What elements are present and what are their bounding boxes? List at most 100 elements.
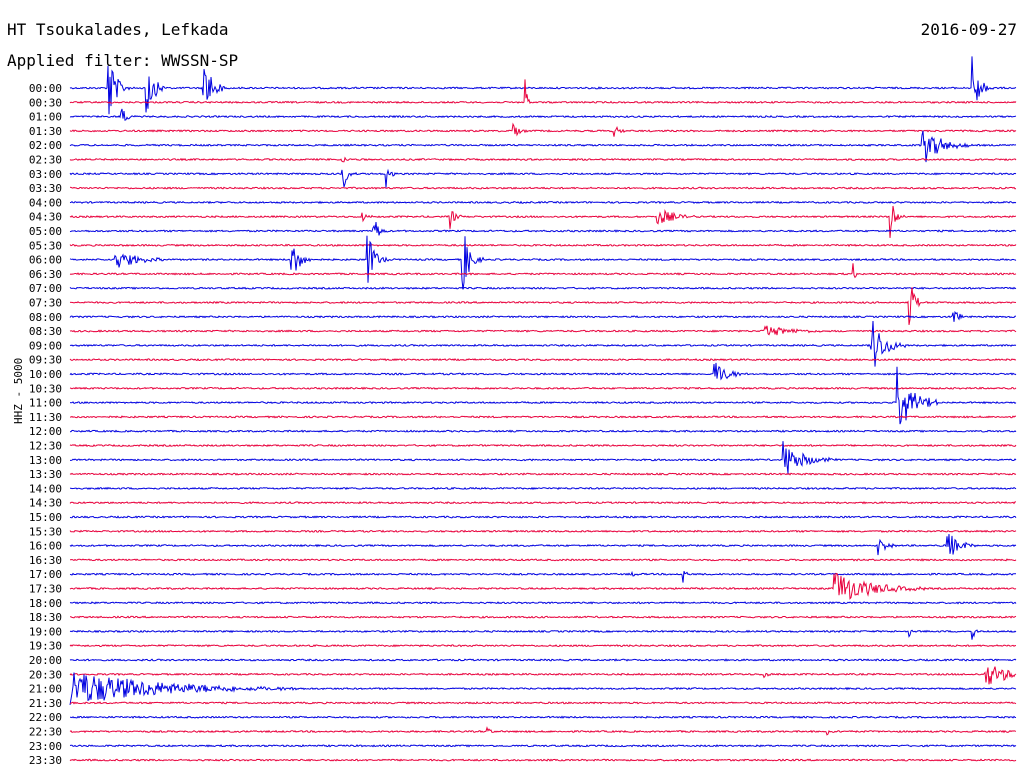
row-time-label: 10:30: [29, 382, 62, 395]
row-time-label: 07:00: [29, 282, 62, 295]
trace-1230: [69, 443, 1017, 448]
row-time-label: 16:00: [29, 540, 62, 553]
trace-1530: [69, 529, 1017, 533]
trace-2030: [69, 666, 1017, 685]
trace-0530: [69, 243, 1017, 247]
trace-1000: [69, 362, 1017, 381]
trace-0800: [69, 310, 1017, 322]
row-time-label: 23:00: [29, 740, 62, 753]
station-title: HT Tsoukalades, Lefkada: [7, 20, 229, 39]
row-time-label: 02:30: [29, 154, 62, 167]
row-time-label: 02:00: [29, 139, 62, 152]
trace-1400: [69, 486, 1017, 491]
trace-0730: [69, 287, 1017, 325]
trace-2300: [69, 744, 1017, 748]
row-time-label: 11:00: [29, 397, 62, 410]
trace-2330: [69, 758, 1017, 762]
row-time-label: 12:00: [29, 425, 62, 438]
row-time-label: 20:30: [29, 668, 62, 681]
row-time-label: 09:30: [29, 354, 62, 367]
row-time-label: 03:30: [29, 182, 62, 195]
trace-1500: [69, 515, 1017, 519]
row-time-label: 12:30: [29, 440, 62, 453]
row-time-label: 15:00: [29, 511, 62, 524]
trace-0000: [69, 56, 1017, 115]
trace-1630: [70, 558, 1017, 562]
trace-2100: [69, 672, 1017, 705]
trace-1930: [69, 643, 1016, 648]
trace-1200: [69, 429, 1017, 433]
row-time-label: 23:30: [29, 754, 62, 767]
row-time-label: 21:00: [29, 683, 62, 696]
trace-0900: [69, 320, 1017, 367]
row-time-label: 14:00: [29, 482, 62, 495]
trace-0930: [69, 358, 1017, 362]
row-time-label: 22:30: [29, 726, 62, 739]
trace-1830: [70, 615, 1017, 619]
trace-0030: [69, 79, 1017, 105]
trace-2200: [70, 715, 1017, 719]
row-time-label: 10:00: [29, 368, 62, 381]
trace-0500: [69, 221, 1017, 236]
trace-0630: [69, 263, 1017, 279]
row-time-label: 01:00: [29, 111, 62, 124]
trace-0230: [69, 156, 1017, 163]
row-time-label: 17:00: [29, 568, 62, 581]
trace-0130: [69, 122, 1017, 137]
trace-0430: [69, 205, 1017, 238]
row-time-label: 19:30: [29, 640, 62, 653]
row-time-label: 22:00: [29, 711, 62, 724]
row-time-label: 08:00: [29, 311, 62, 324]
trace-0600: [69, 235, 1017, 290]
row-time-label: 20:00: [29, 654, 62, 667]
row-time-label: 21:30: [29, 697, 62, 710]
trace-1100: [69, 366, 1017, 425]
trace-0200: [69, 130, 1017, 163]
trace-1700: [69, 570, 1016, 583]
trace-0400: [69, 200, 1017, 205]
row-time-label: 03:00: [29, 168, 62, 181]
filter-label: Applied filter: WWSSN-SP: [7, 51, 239, 70]
row-time-label: 01:30: [29, 125, 62, 138]
trace-0700: [69, 286, 1017, 290]
trace-1330: [69, 472, 1017, 476]
row-time-label: 19:00: [29, 625, 62, 638]
trace-1730: [69, 572, 1017, 600]
row-time-label: 05:00: [29, 225, 62, 238]
row-time-label: 05:30: [29, 239, 62, 252]
row-time-label: 06:30: [29, 268, 62, 281]
row-time-label: 18:30: [29, 611, 62, 624]
row-time-label: 14:30: [29, 497, 62, 510]
trace-1900: [69, 629, 1017, 640]
row-time-label: 00:30: [29, 96, 62, 109]
row-time-label: 18:00: [29, 597, 62, 610]
trace-1130: [69, 415, 1017, 419]
trace-2230: [69, 726, 1017, 736]
trace-0100: [69, 108, 1017, 121]
row-time-label: 04:30: [29, 211, 62, 224]
trace-0330: [69, 186, 1017, 190]
row-time-label: 15:30: [29, 525, 62, 538]
trace-1600: [69, 534, 1017, 556]
row-time-label: 13:00: [29, 454, 62, 467]
record-date: 2016-09-27: [920, 20, 1017, 39]
trace-1030: [69, 386, 1017, 391]
row-time-label: 08:30: [29, 325, 62, 338]
trace-0830: [69, 325, 1017, 336]
trace-0300: [69, 168, 1017, 188]
trace-1430: [69, 500, 1016, 505]
row-time-label: 13:30: [29, 468, 62, 481]
row-time-label: 11:30: [29, 411, 62, 424]
row-time-label: 17:30: [29, 583, 62, 596]
row-time-label: 07:30: [29, 297, 62, 310]
row-time-label: 00:00: [29, 82, 62, 95]
row-time-label: 16:30: [29, 554, 62, 567]
trace-2130: [70, 701, 1017, 705]
trace-1300: [70, 441, 1017, 474]
row-time-label: 06:00: [29, 254, 62, 267]
row-time-label: 04:00: [29, 196, 62, 209]
seismogram-traces: [69, 56, 1017, 762]
trace-1800: [69, 601, 1017, 605]
